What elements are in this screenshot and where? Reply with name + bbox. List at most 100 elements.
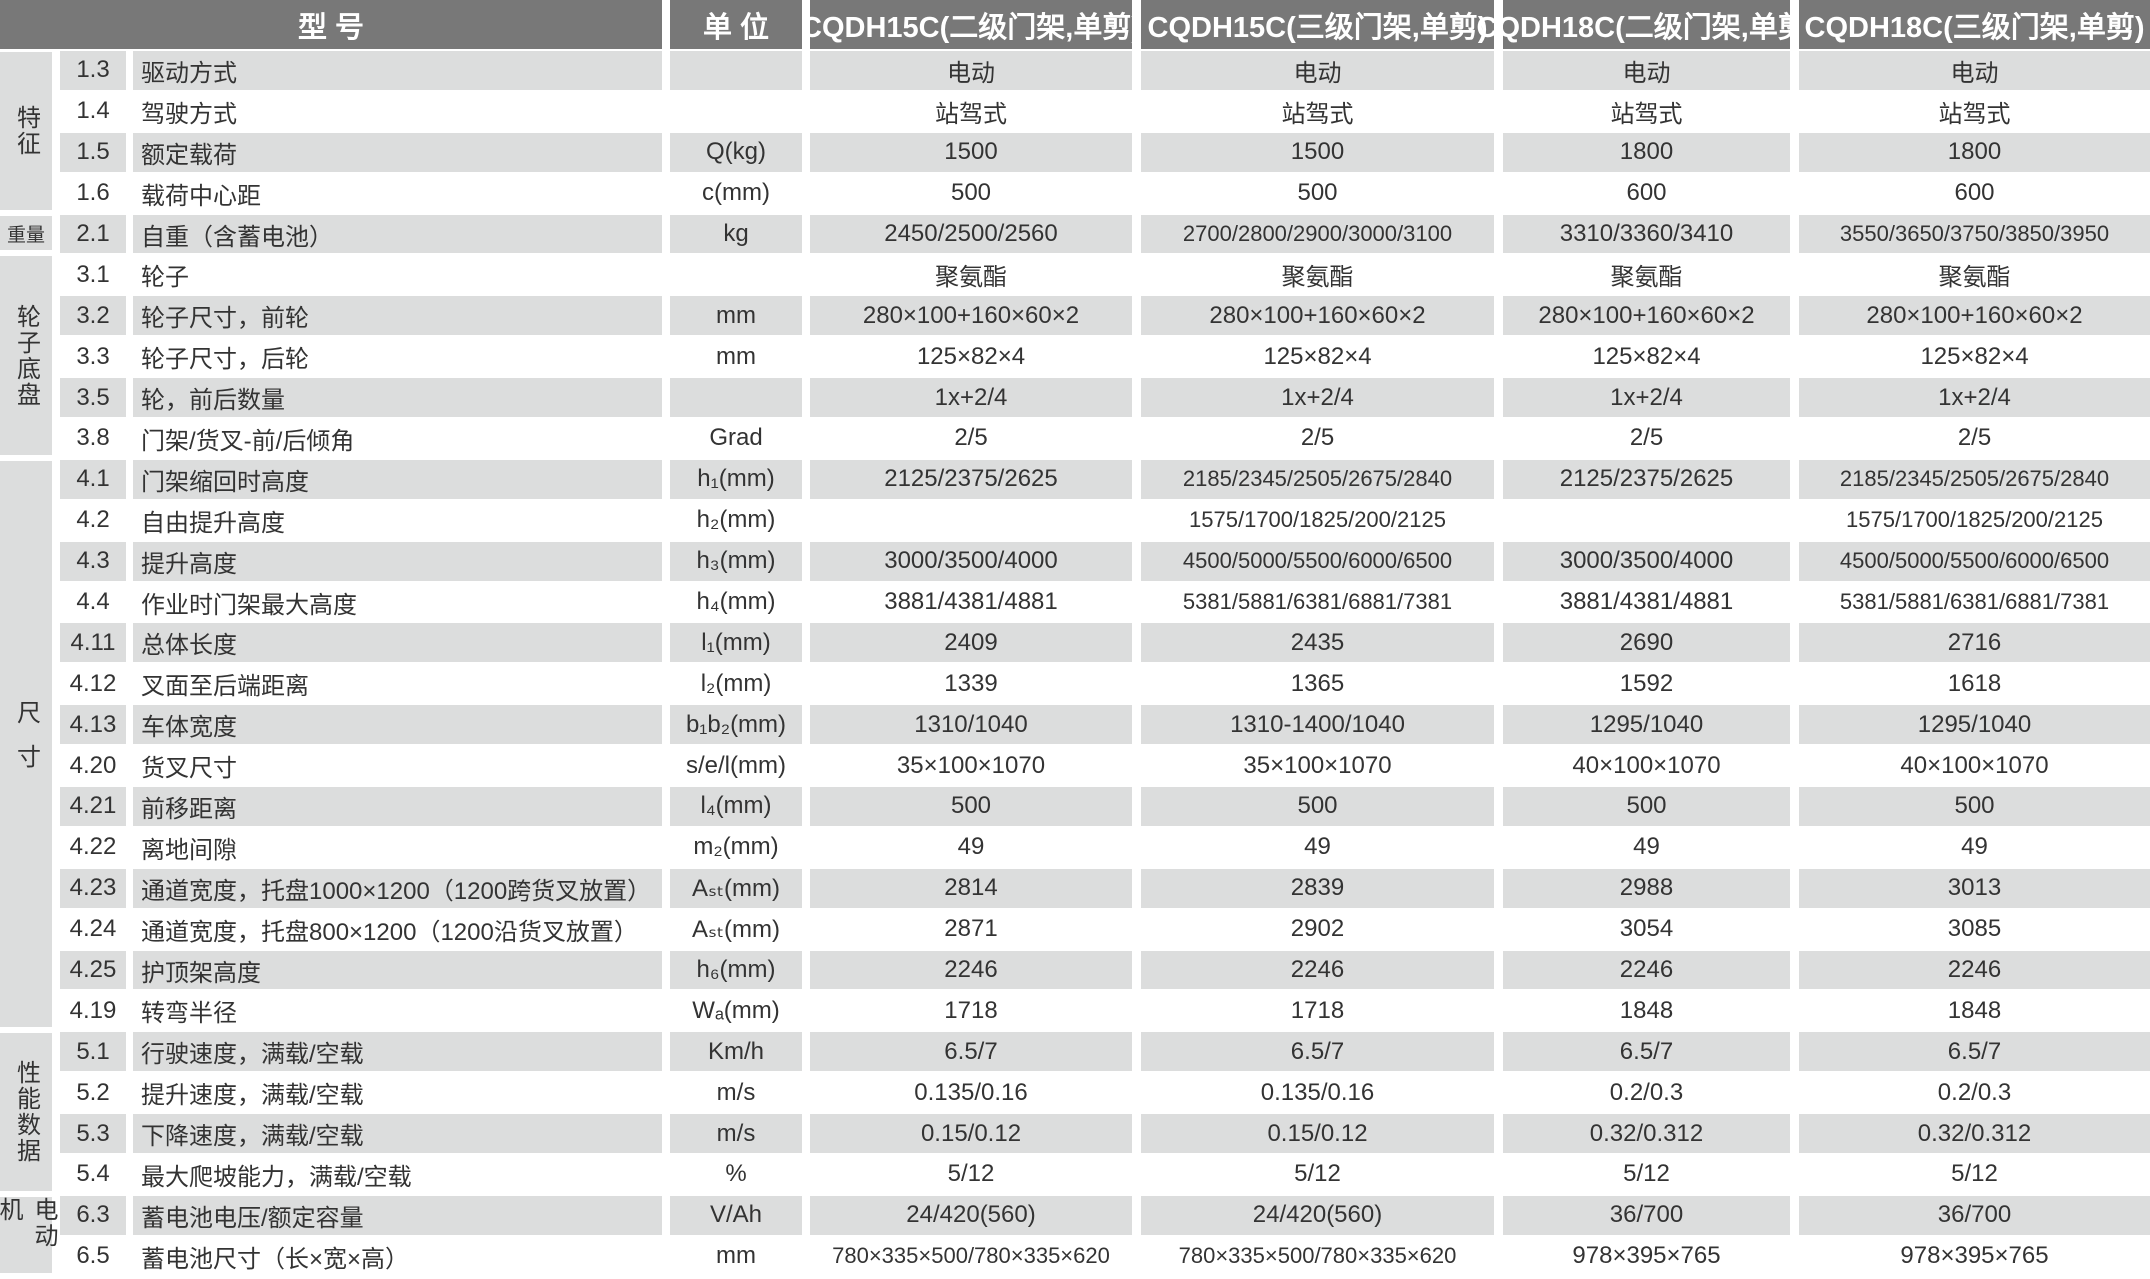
item-name: 护顶架高度 [133,950,662,990]
value-cell: 3085 [1947,915,2002,943]
value-cell: 1339 [944,669,998,697]
value-cell: 40×100×1070 [1900,751,2049,779]
value-cell: 3550/3650/3750/3850/3950 [1799,214,2150,254]
value-cell: 40×100×1070 [1572,751,1721,779]
item-number: 5.2 [76,1078,110,1106]
value-cell: 1500 [1141,132,1494,172]
value-cell: 49 [1304,833,1331,861]
item-number: 4.22 [69,833,117,861]
value-cell: 500 [810,787,1132,826]
item-unit: mm [670,296,802,336]
value-cell: 2988 [1503,868,1790,908]
value-cell: 2246 [810,950,1132,990]
item-number: 4.25 [60,950,126,990]
value-cell: 280×100+160×60×2 [810,296,1132,336]
value-cell: 1592 [1619,669,1674,697]
item-number: 3.2 [60,296,126,336]
value-cell: 1x+2/4 [1799,378,2150,418]
item-unit: h₄(mm) [696,588,776,616]
value-cell: 1848 [1947,996,2002,1024]
value-cell: 0.2/0.3 [1937,1078,2012,1106]
group-label: 电动机 [0,1196,57,1273]
value-cell: 0.32/0.312 [1503,1114,1790,1154]
value-cell: 2700/2800/2900/3000/3100 [1141,214,1494,254]
item-name: 蓄电池电压/额定容量 [133,1195,662,1235]
value-cell: 125×82×4 [1592,342,1701,370]
value-cell: 2716 [1799,623,2150,663]
item-name: 额定载荷 [133,132,662,172]
header-unit: 单 位 [670,0,802,49]
item-number: 2.1 [60,214,126,254]
value-cell [810,501,1132,540]
item-name: 门架/货叉-前/后倾角 [141,427,355,455]
value-cell: 24/420(560) [810,1195,1132,1235]
value-cell: 聚氨酯 [1610,264,1683,292]
item-number: 4.11 [60,623,126,663]
item-unit: mm [716,342,756,370]
item-name: 作业时门架最大高度 [141,591,357,619]
item-unit: kg [670,214,802,254]
value-cell: 1295/1040 [1503,705,1790,745]
item-number: 4.23 [60,868,126,908]
item-number: 1.3 [60,51,126,90]
item-number: 1.4 [76,97,110,125]
item-unit: m/s [716,1078,756,1106]
value-cell: 3000/3500/4000 [1503,541,1790,581]
value-cell: 5/12 [1951,1160,1998,1188]
value-cell: 2409 [810,623,1132,663]
value-cell: 1575/1700/1825/200/2125 [1189,507,1446,533]
value-cell: 2125/2375/2625 [810,459,1132,499]
value-cell: 2690 [1503,623,1790,663]
item-number: 5.1 [60,1032,126,1072]
value-cell: 1718 [944,996,998,1024]
value-cell: 2125/2375/2625 [1503,459,1790,499]
item-number: 6.5 [76,1242,110,1270]
item-name: 货叉尺寸 [141,755,237,783]
value-cell: 2/5 [1300,424,1335,452]
value-cell: 5/12 [1294,1160,1341,1188]
item-name: 轮子尺寸，后轮 [141,346,309,374]
group-label: 重量 [0,215,52,251]
item-unit: h₃(mm) [670,541,802,581]
item-unit: Aₛₜ(mm) [691,915,780,943]
item-unit: h₁(mm) [670,459,802,499]
item-unit [670,51,802,90]
value-cell: 2185/2345/2505/2675/2840 [1799,459,2150,499]
item-number: 4.13 [60,705,126,745]
item-number: 4.21 [60,787,126,826]
item-name: 自重（含蓄电池） [133,214,662,254]
value-cell: 3054 [1619,915,1674,943]
item-name: 驱动方式 [133,51,662,90]
item-name: 行驶速度，满载/空载 [133,1032,662,1072]
item-unit: Wₐ(mm) [692,996,780,1024]
item-name: 最大爬坡能力，满载/空载 [141,1163,412,1191]
item-number: 4.12 [69,669,117,697]
value-cell: 站驾式 [935,100,1007,128]
value-cell: 1x+2/4 [1503,378,1790,418]
item-name: 转弯半径 [141,1000,237,1028]
value-cell: 280×100+160×60×2 [1141,296,1494,336]
item-name: 车体宽度 [133,705,662,745]
item-name: 轮，前后数量 [133,378,662,418]
group-label: 性能数据 [0,1033,52,1191]
item-unit: c(mm) [702,179,770,207]
value-cell: 0.135/0.16 [1260,1078,1375,1106]
item-name: 轮子 [141,264,189,292]
item-unit: m/s [670,1114,802,1154]
item-unit: Q(kg) [670,132,802,172]
item-name: 驾驶方式 [141,100,237,128]
value-cell: 125×82×4 [1920,342,2029,370]
value-cell: 2450/2500/2560 [810,214,1132,254]
value-cell: 1800 [1799,132,2150,172]
value-cell: 2246 [1141,950,1494,990]
value-cell: 2246 [1799,950,2150,990]
group-label: 尺寸 [0,460,52,1028]
value-cell: 600 [1626,179,1667,207]
value-cell: 978×395×765 [1572,1242,1721,1270]
item-number: 5.4 [76,1160,110,1188]
value-cell: 1848 [1619,996,1674,1024]
item-number: 3.8 [76,424,110,452]
value-cell: 500 [1799,787,2150,826]
item-unit: l₄(mm) [670,787,802,826]
value-cell: 6.5/7 [1799,1032,2150,1072]
